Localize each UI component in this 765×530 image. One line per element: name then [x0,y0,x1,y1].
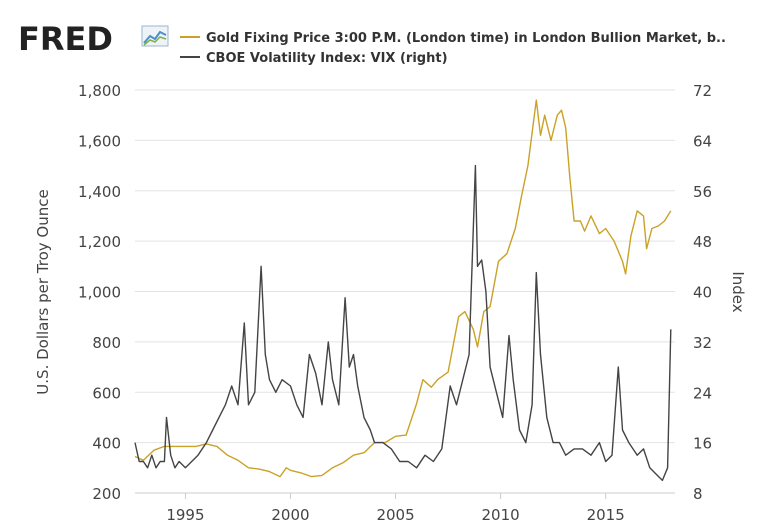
legend-label-vix: CBOE Volatility Index: VIX (right) [206,51,448,66]
y-tick-label-left: 400 [92,435,121,453]
plot-series [134,99,672,482]
x-tick-label: 2005 [376,506,414,524]
legend: Gold Fixing Price 3:00 P.M. (London time… [180,31,726,66]
y-axis-left-title: U.S. Dollars per Troy Ounce [34,189,52,394]
series-line-gold [134,99,672,478]
x-tick-label: 2000 [271,506,309,524]
y-axis-right: 72 64 56 48 40 32 24 16 8 [693,82,712,503]
trend-line-icon [141,25,169,47]
y-tick-label-left: 1,200 [78,233,121,251]
y-axis-right-title: Index [729,271,747,312]
y-axis-left: 1,800 1,600 1,400 1,200 1,000 800 600 400 200 [78,82,121,503]
y-tick-label-right: 32 [693,334,712,352]
y-tick-label-right: 24 [693,384,712,402]
y-tick-label-right: 72 [693,82,712,100]
fred-logo[interactable]: FRED [18,20,169,58]
y-tick-label-right: 48 [693,233,712,251]
y-tick-label-left: 1,000 [78,284,121,302]
y-tick-label-right: 16 [693,435,712,453]
y-tick-label-right: 8 [693,485,703,503]
x-axis: 1995 2000 2005 2010 2015 [135,492,675,524]
y-tick-label-left: 600 [92,384,121,402]
y-tick-label-left: 1,800 [78,82,121,100]
y-tick-label-left: 800 [92,334,121,352]
y-tick-label-left: 1,600 [78,132,121,150]
gridlines [135,89,675,494]
series-line-vix [134,164,672,482]
y-tick-label-right: 40 [693,284,712,302]
y-tick-label-right: 56 [693,183,712,201]
y-tick-label-left: 200 [92,485,121,503]
x-tick-label: 2015 [587,506,625,524]
fred-logo-text: FRED [18,20,113,58]
x-tick-label: 2010 [482,506,520,524]
y-tick-label-left: 1,400 [78,183,121,201]
legend-label-gold: Gold Fixing Price 3:00 P.M. (London time… [206,31,726,46]
x-tick-label: 1995 [166,506,204,524]
y-tick-label-right: 64 [693,132,712,150]
